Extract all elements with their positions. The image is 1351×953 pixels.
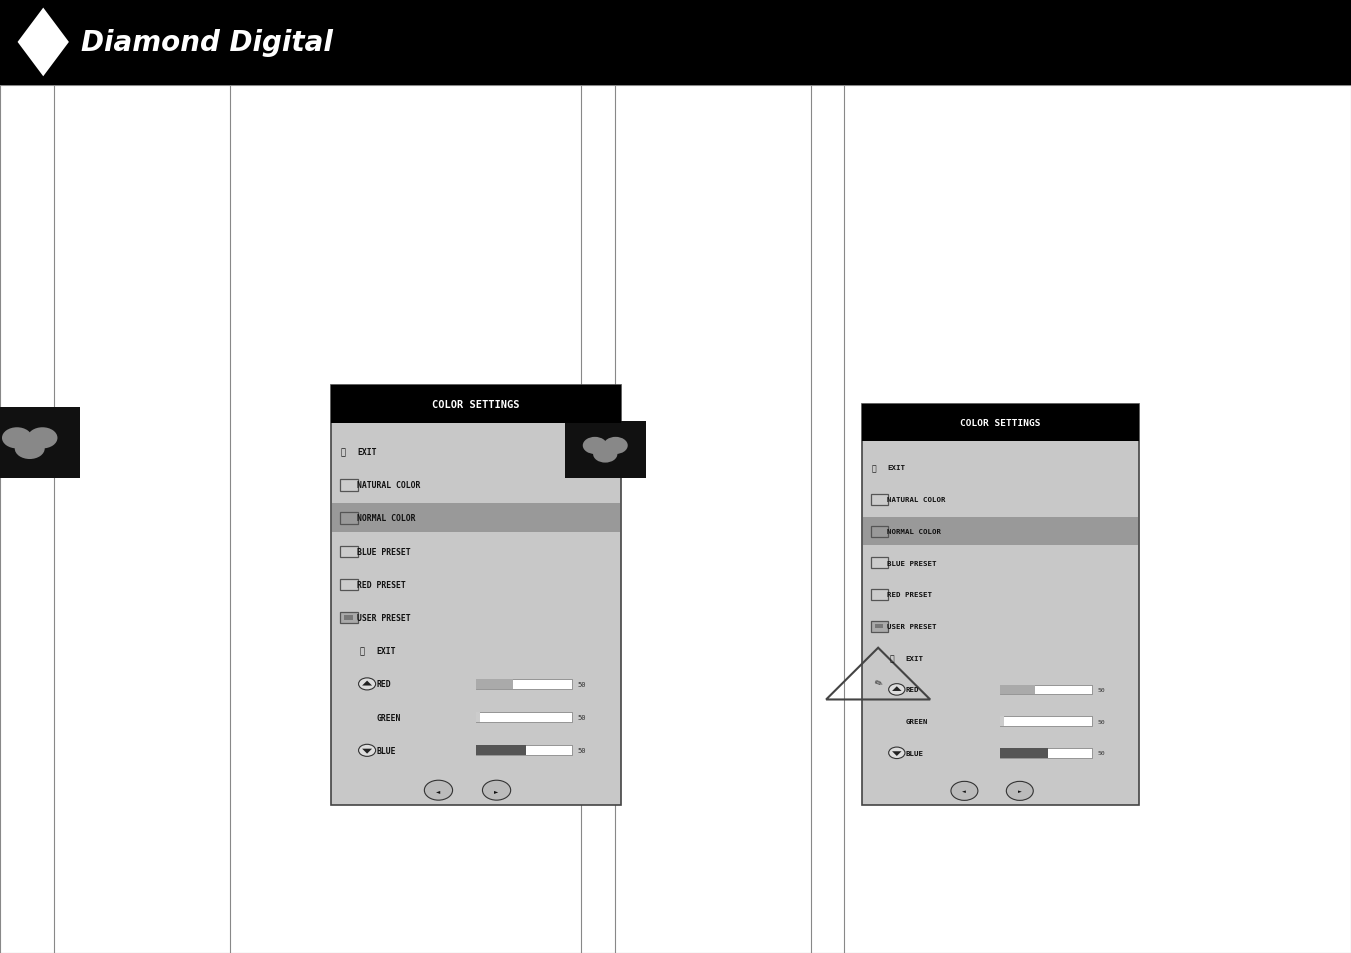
Bar (476, 713, 571, 722)
Text: EXIT: EXIT (357, 447, 377, 456)
Text: ⚹: ⚹ (889, 654, 894, 662)
Bar (1000, 748, 1092, 758)
Polygon shape (892, 686, 901, 691)
Bar (0, 408, 80, 478)
Text: BLUE PRESET: BLUE PRESET (888, 560, 938, 566)
Text: NATURAL COLOR: NATURAL COLOR (357, 480, 420, 490)
Circle shape (358, 679, 376, 690)
Text: 50: 50 (1097, 687, 1105, 692)
Bar (476, 713, 480, 722)
Text: RED PRESET: RED PRESET (888, 592, 932, 598)
Bar (871, 495, 889, 505)
Text: ⚹: ⚹ (359, 646, 365, 656)
Text: USER PRESET: USER PRESET (357, 614, 411, 622)
Circle shape (15, 438, 45, 459)
Bar (340, 613, 358, 624)
Bar (340, 579, 358, 591)
Text: BLUE: BLUE (905, 750, 924, 756)
Circle shape (593, 446, 617, 463)
Bar (340, 546, 358, 558)
Circle shape (482, 781, 511, 801)
Text: USER PRESET: USER PRESET (888, 623, 938, 629)
Text: EXIT: EXIT (376, 646, 396, 656)
Text: ◄: ◄ (962, 788, 966, 794)
Bar (1000, 717, 1004, 726)
Polygon shape (362, 680, 372, 686)
Bar (1000, 685, 1035, 695)
Bar (340, 513, 358, 524)
Circle shape (424, 781, 453, 801)
Bar (1000, 717, 1092, 726)
Text: GREEN: GREEN (905, 719, 928, 724)
Text: RED: RED (905, 687, 919, 693)
Circle shape (582, 437, 607, 455)
Bar (345, 616, 353, 620)
Text: ⚹: ⚹ (340, 447, 346, 456)
Bar (565, 421, 646, 478)
Circle shape (1, 428, 32, 449)
Circle shape (1006, 781, 1034, 801)
Bar (1000, 748, 1048, 758)
Text: ✏: ✏ (873, 677, 884, 689)
Bar (1000, 685, 1092, 695)
Bar (332, 504, 620, 533)
Bar (476, 679, 571, 689)
Bar (871, 558, 889, 569)
Polygon shape (18, 9, 69, 77)
Text: 50: 50 (577, 715, 586, 720)
Bar (476, 679, 512, 689)
Text: NATURAL COLOR: NATURAL COLOR (888, 497, 946, 502)
Text: ►: ► (1017, 788, 1021, 794)
Circle shape (358, 744, 376, 757)
Circle shape (604, 437, 628, 455)
Text: BLUE: BLUE (376, 746, 396, 755)
Text: COLOR SETTINGS: COLOR SETTINGS (432, 400, 520, 410)
Bar (862, 405, 1139, 805)
Bar (863, 517, 1138, 545)
Text: BLUE PRESET: BLUE PRESET (357, 547, 411, 556)
Bar (0, 0, 1351, 86)
Text: NORMAL COLOR: NORMAL COLOR (888, 528, 942, 535)
Text: NORMAL COLOR: NORMAL COLOR (357, 514, 416, 523)
Text: EXIT: EXIT (888, 465, 905, 471)
Text: ►: ► (494, 788, 499, 793)
Bar (871, 526, 889, 537)
Text: ⚹: ⚹ (871, 463, 875, 473)
Text: RED: RED (376, 679, 390, 689)
Bar (871, 621, 889, 632)
Bar (340, 479, 358, 491)
Bar (871, 590, 889, 600)
Bar (331, 386, 621, 805)
Bar (476, 745, 571, 756)
Polygon shape (892, 752, 901, 756)
Circle shape (889, 747, 905, 759)
Text: 50: 50 (1097, 719, 1105, 724)
Text: COLOR SETTINGS: COLOR SETTINGS (961, 418, 1040, 428)
Text: 50: 50 (577, 747, 586, 754)
Circle shape (951, 781, 978, 801)
Polygon shape (362, 749, 372, 754)
Text: Diamond Digital: Diamond Digital (81, 29, 332, 57)
Circle shape (27, 428, 58, 449)
Text: GREEN: GREEN (376, 713, 400, 721)
Bar (331, 386, 621, 424)
Text: 50: 50 (1097, 751, 1105, 756)
Text: EXIT: EXIT (905, 655, 924, 661)
Bar (875, 624, 884, 629)
Text: ◄: ◄ (436, 788, 440, 793)
Circle shape (889, 684, 905, 696)
Text: 50: 50 (577, 681, 586, 687)
Bar (862, 405, 1139, 441)
Text: RED PRESET: RED PRESET (357, 580, 407, 589)
Bar (476, 745, 526, 756)
